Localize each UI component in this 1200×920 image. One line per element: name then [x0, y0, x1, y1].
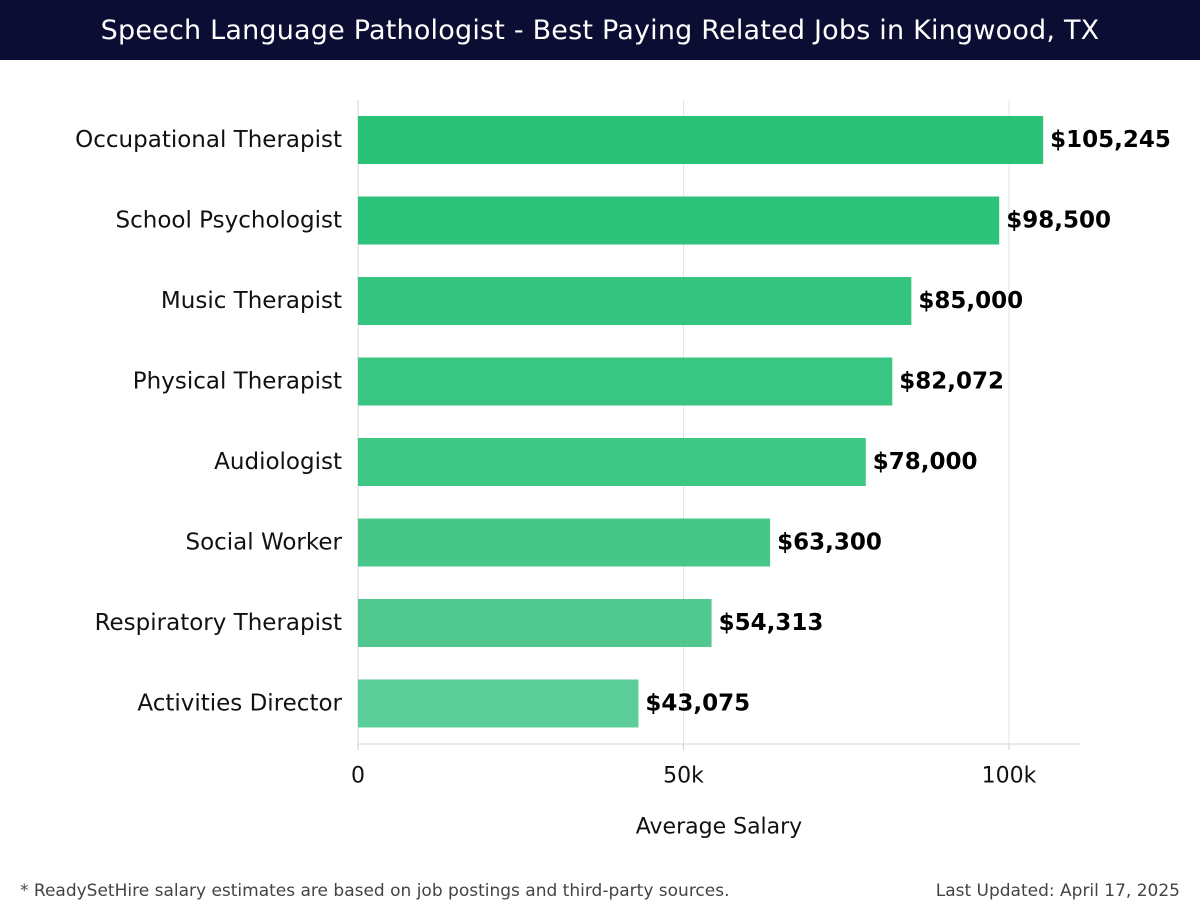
x-tick-label-2: 100k: [982, 764, 1037, 789]
x-tick-label-0: 0: [351, 764, 365, 789]
category-label-6: Respiratory Therapist: [95, 610, 342, 636]
bar-4: [358, 438, 866, 486]
data-label-5: $63,300: [777, 530, 882, 556]
category-label-4: Audiologist: [214, 449, 342, 475]
last-updated: Last Updated: April 17, 2025: [935, 881, 1180, 901]
data-label-0: $105,245: [1050, 127, 1171, 153]
category-label-0: Occupational Therapist: [75, 127, 342, 153]
footer-note: * ReadySetHire salary estimates are base…: [20, 881, 730, 901]
data-label-6: $54,313: [719, 610, 824, 636]
salary-bar-chart: Occupational Therapist $105,245 School Psy…: [75, 100, 1171, 840]
bar-5: [358, 518, 771, 567]
bar-1: [358, 196, 1000, 245]
bar-3: [358, 357, 893, 406]
x-tick-label-1: 50k: [663, 764, 704, 789]
data-label-7: $43,075: [645, 691, 750, 717]
category-label-2: Music Therapist: [161, 288, 342, 314]
x-axis-title: Average Salary: [636, 815, 802, 840]
category-label-1: School Psychologist: [116, 208, 342, 234]
chart-title: Speech Language Pathologist - Best Payin…: [100, 14, 1100, 46]
bar-2: [358, 277, 912, 325]
data-label-1: $98,500: [1006, 208, 1111, 234]
category-label-3: Physical Therapist: [133, 369, 342, 395]
data-label-2: $85,000: [918, 288, 1023, 314]
category-label-5: Social Worker: [185, 530, 342, 556]
data-label-3: $82,072: [899, 369, 1004, 395]
bar-0: [358, 116, 1044, 164]
data-label-4: $78,000: [873, 449, 978, 475]
bar-6: [358, 599, 712, 647]
category-label-7: Activities Director: [137, 691, 342, 717]
bar-7: [358, 679, 639, 728]
chart-header: Speech Language Pathologist - Best Payin…: [0, 0, 1200, 60]
